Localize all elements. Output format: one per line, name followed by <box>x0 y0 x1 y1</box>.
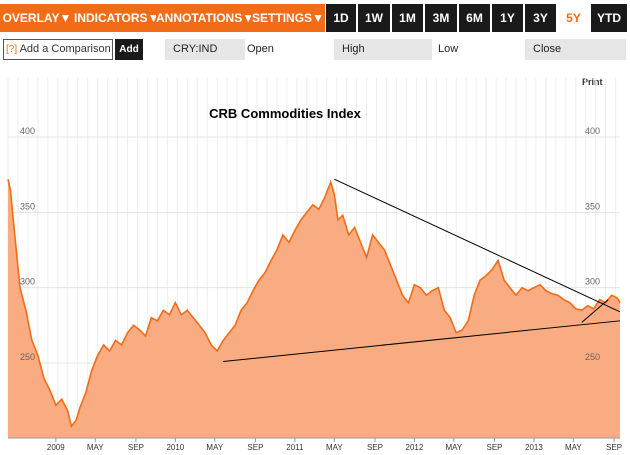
x-tick-label: 2010 <box>166 443 184 452</box>
help-icon[interactable]: [?] <box>6 44 18 55</box>
indicators-menu-button[interactable]: INDICATORS▼ <box>74 4 159 32</box>
y-tick-label-right: 250 <box>585 352 600 362</box>
y-tick-label-right: 400 <box>585 126 600 136</box>
price-area <box>8 179 620 438</box>
range-5y-button[interactable]: 5Y <box>558 4 589 32</box>
range-6m-button[interactable]: 6M <box>459 4 490 32</box>
comparison-bar: [?] Add a Comparison Add CRY:IND Open Hi… <box>0 38 630 62</box>
x-tick-label: 2013 <box>525 443 543 452</box>
dropdown-arrow-icon: ▼ <box>147 11 160 25</box>
x-tick-label: MAY <box>326 443 343 452</box>
settings-menu-button[interactable]: SETTINGS▼ <box>251 4 325 32</box>
x-tick-label: MAY <box>565 443 582 452</box>
price-line <box>7 179 621 429</box>
open-label: Open <box>247 43 274 55</box>
range-1m-button[interactable]: 1M <box>392 4 423 32</box>
dropdown-arrow-icon: ▼ <box>59 11 72 25</box>
x-tick-label: SEP <box>128 443 144 452</box>
y-tick-label-right: 350 <box>585 201 600 211</box>
range-3y-button[interactable]: 3Y <box>525 4 556 32</box>
low-label: Low <box>438 43 459 55</box>
range-1y-button[interactable]: 1Y <box>492 4 523 32</box>
y-tick-label-left: 350 <box>20 201 35 211</box>
add-comparison-button[interactable]: Add <box>115 39 143 60</box>
x-tick-label: SEP <box>247 443 263 452</box>
symbol-label: CRY:IND <box>165 39 245 60</box>
dropdown-arrow-icon: ▼ <box>242 11 255 25</box>
x-tick-label: MAY <box>445 443 462 452</box>
dropdown-arrow-icon: ▼ <box>312 11 324 25</box>
x-tick-label: SEP <box>606 443 622 452</box>
x-tick-label: MAY <box>206 443 223 452</box>
annotations-menu-button[interactable]: ANNOTATIONS▼ <box>156 4 255 32</box>
chart-title: CRB Commodities Index <box>209 106 361 121</box>
print-link[interactable]: Print <box>582 77 603 87</box>
x-tick-label: 2012 <box>406 443 424 452</box>
overlay-menu-button[interactable]: OVERLAY▼ <box>0 4 74 32</box>
toolbar: OVERLAY▼ INDICATORS▼ ANNOTATIONS▼ SETTIN… <box>0 0 630 36</box>
range-3m-button[interactable]: 3M <box>425 4 457 32</box>
trendline-short-resistance <box>581 299 609 323</box>
x-tick-label: MAY <box>87 443 104 452</box>
range-ytd-button[interactable]: YTD <box>591 4 627 32</box>
close-label: Close <box>525 39 626 60</box>
comparison-placeholder: Add a Comparison <box>19 43 111 55</box>
y-tick-label-right: 300 <box>585 277 600 287</box>
range-1d-button[interactable]: 1D <box>326 4 356 32</box>
comparison-input[interactable]: [?] Add a Comparison <box>3 39 113 60</box>
high-label: High <box>334 39 432 60</box>
y-tick-label-left: 400 <box>20 126 35 136</box>
x-tick-label: SEP <box>367 443 383 452</box>
trendline-support <box>223 320 621 362</box>
y-tick-label-left: 250 <box>20 352 35 362</box>
x-tick-label: 2011 <box>286 443 304 452</box>
x-tick-label: SEP <box>486 443 502 452</box>
y-tick-label-left: 300 <box>20 277 35 287</box>
x-tick-label: 2009 <box>47 443 65 452</box>
trendline-resistance <box>334 178 621 313</box>
range-1w-button[interactable]: 1W <box>358 4 390 32</box>
